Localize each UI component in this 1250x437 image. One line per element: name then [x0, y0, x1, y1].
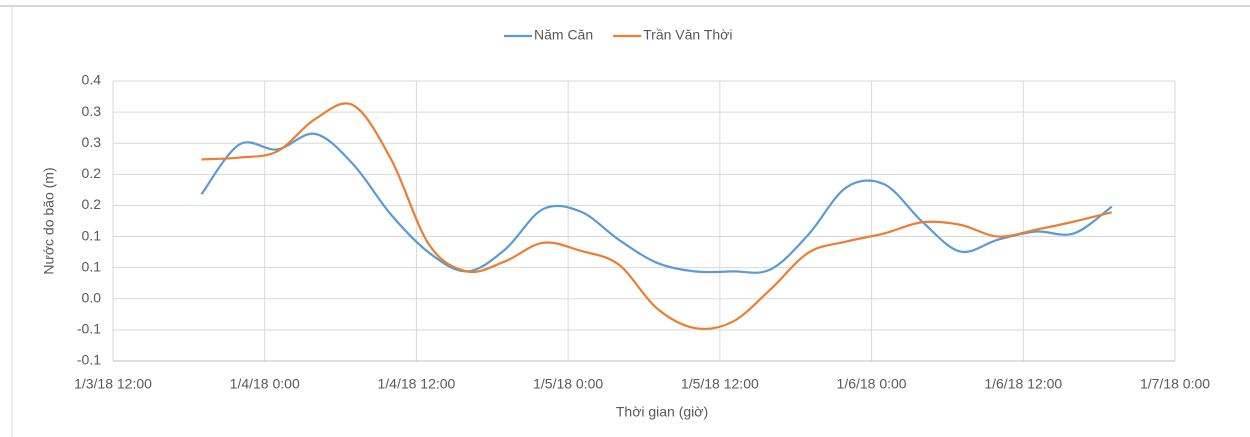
- line: [200, 132, 1113, 274]
- x-tick-label: 1/4/18 12:00: [377, 376, 455, 392]
- y-tick-label: -0.1: [77, 352, 101, 368]
- legend-label: Trần Văn Thời: [643, 27, 732, 43]
- x-tick-label: 1/6/18 0:00: [837, 376, 907, 392]
- y-tick-label: 0.0: [82, 289, 102, 305]
- x-tick-label: 1/7/18 0:00: [1140, 376, 1210, 392]
- x-axis-label: Thời gian (giờ): [616, 404, 708, 420]
- x-tick-label: 1/3/18 12:00: [74, 376, 152, 392]
- legend-label: Năm Căn: [534, 27, 593, 43]
- x-tick-label: 1/5/18 0:00: [533, 376, 603, 392]
- x-tick-label: 1/5/18 12:00: [681, 376, 759, 392]
- y-tick-label: 0.2: [82, 165, 102, 181]
- y-tick-label: -0.1: [77, 321, 101, 337]
- x-tick-label: 1/6/18 12:00: [984, 376, 1062, 392]
- line: [201, 102, 1113, 331]
- x-tick-label: 1/4/18 0:00: [230, 376, 300, 392]
- y-tick-label: 0.2: [82, 196, 102, 212]
- y-tick-label: 0.1: [82, 258, 102, 274]
- y-tick-label: 0.3: [82, 103, 102, 119]
- y-tick-label: 0.1: [82, 227, 102, 243]
- y-tick-label: 0.4: [82, 72, 102, 88]
- y-axis-label: Nước do bão (m): [41, 167, 57, 274]
- y-tick-label: 0.3: [82, 134, 102, 150]
